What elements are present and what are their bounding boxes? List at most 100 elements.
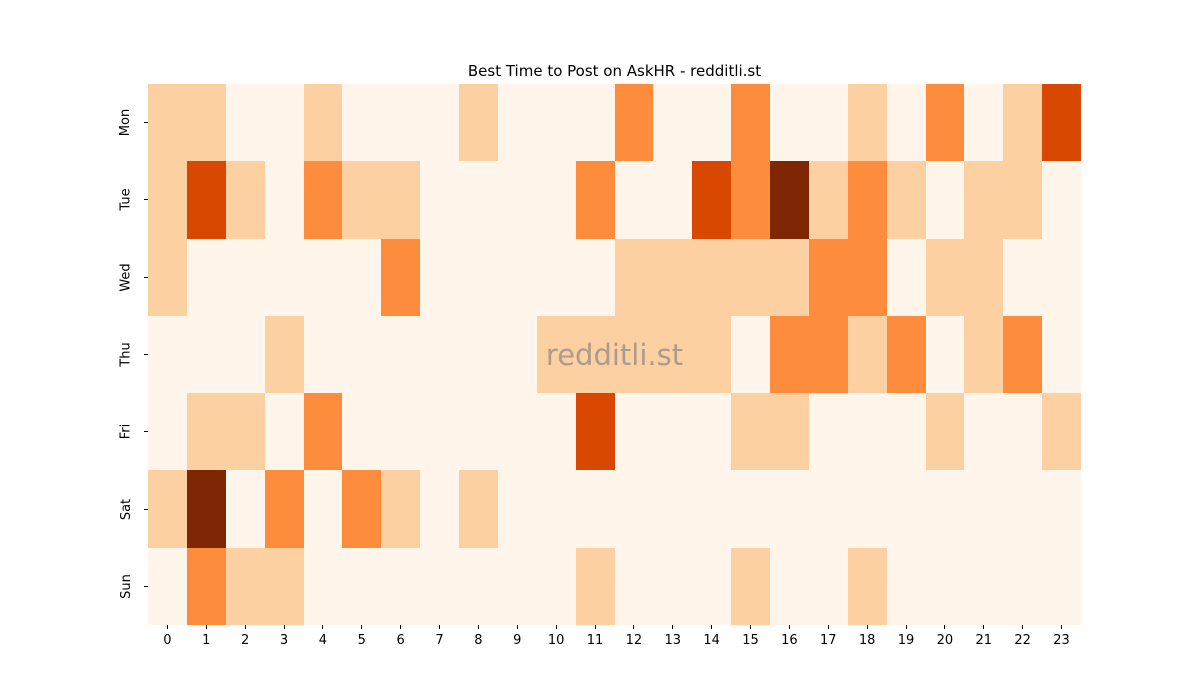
heatmap-cell xyxy=(225,315,265,394)
heatmap-cell xyxy=(575,238,615,316)
heatmap-cell xyxy=(342,84,382,162)
y-axis: Mon Tue Wed Thu Fri Sat Sun xyxy=(112,84,140,625)
heatmap-cell xyxy=(808,470,848,548)
heatmap-cell xyxy=(148,161,187,239)
heatmap-cell xyxy=(342,238,382,316)
x-tick-mark xyxy=(477,625,479,629)
heatmap-cell xyxy=(575,315,615,394)
heatmap-cell xyxy=(964,315,1004,394)
x-axis: 0 1 2 3 4 5 6 7 8 9 10 11 12 13 14 15 16 17 18 19 20 21 22 23 xyxy=(148,632,1081,650)
heatmap-cell xyxy=(459,470,498,548)
heatmap-cell xyxy=(614,161,654,239)
heatmap-cell xyxy=(1003,547,1043,625)
heatmap-cell xyxy=(536,238,576,316)
heatmap-cell xyxy=(964,84,1004,162)
heatmap-cell xyxy=(264,393,304,471)
x-tick-mark xyxy=(555,625,557,629)
heatmap-cell xyxy=(770,238,809,316)
x-tick-label: 15 xyxy=(742,633,759,648)
x-tick-mark xyxy=(516,625,518,629)
heatmap-cell xyxy=(847,238,887,316)
heatmap-cell xyxy=(925,470,965,548)
y-tick-mark xyxy=(144,508,148,510)
heatmap-cell xyxy=(264,470,304,548)
y-tick-label: Thu xyxy=(118,342,134,367)
heatmap-cell xyxy=(459,161,498,239)
x-tick-label: 17 xyxy=(820,633,837,648)
heatmap-cell xyxy=(847,315,887,394)
heatmap-cell xyxy=(692,238,732,316)
heatmap-cell xyxy=(808,547,848,625)
heatmap-cell xyxy=(614,470,654,548)
heatmap-cell xyxy=(653,238,693,316)
heatmap-cell xyxy=(342,161,382,239)
x-tick-label: 16 xyxy=(781,633,798,648)
heatmap-cell xyxy=(770,393,809,471)
x-tick-mark xyxy=(633,625,635,629)
x-tick-label: 22 xyxy=(1014,633,1031,648)
heatmap-cell xyxy=(1042,238,1081,316)
y-tick-label: Sat xyxy=(118,498,134,520)
heatmap-cell xyxy=(148,238,187,316)
heatmap-cell xyxy=(303,547,343,625)
heatmap-cell xyxy=(186,470,226,548)
heatmap-cell xyxy=(731,393,770,471)
heatmap-cell xyxy=(536,470,576,548)
heatmap-cell xyxy=(614,84,654,162)
heatmap-cell xyxy=(1003,470,1043,548)
heatmap-cell xyxy=(731,547,770,625)
y-tick-label: Tue xyxy=(118,188,134,212)
heatmap-cell xyxy=(186,315,226,394)
y-tick-mark xyxy=(144,585,148,587)
heatmap-cell xyxy=(886,161,926,239)
heatmap-cell xyxy=(497,238,537,316)
x-tick-label: 11 xyxy=(586,633,604,648)
heatmap-cell xyxy=(1042,393,1081,471)
heatmap-cell xyxy=(186,547,226,625)
x-tick-label: 4 xyxy=(318,633,328,648)
heatmap-cell xyxy=(964,161,1004,239)
heatmap-cell xyxy=(925,84,965,162)
heatmap-cell xyxy=(536,84,576,162)
heatmap-cell xyxy=(1003,315,1043,394)
heatmap-cell xyxy=(536,393,576,471)
heatmap-cell xyxy=(536,161,576,239)
heatmap-cell xyxy=(575,470,615,548)
heatmap-cell xyxy=(459,84,498,162)
heatmap-cell xyxy=(925,315,965,394)
x-tick-label: 3 xyxy=(279,633,289,648)
x-tick-mark xyxy=(711,625,713,629)
heatmap-cell xyxy=(731,84,770,162)
y-tick-label: Mon xyxy=(118,108,134,137)
heatmap-cell xyxy=(886,470,926,548)
x-tick-label: 7 xyxy=(435,633,444,648)
heatmap-cell xyxy=(1003,161,1043,239)
heatmap-cell xyxy=(303,393,343,471)
chart-title: Best Time to Post on AskHR - redditli.st xyxy=(467,62,762,80)
heatmap-cell xyxy=(264,315,304,394)
heatmap-cell xyxy=(381,315,421,394)
heatmap-cell xyxy=(264,547,304,625)
x-tick-mark xyxy=(400,625,402,629)
x-tick-mark xyxy=(672,625,674,629)
x-tick-label: 20 xyxy=(936,633,954,648)
heatmap-cell xyxy=(186,161,226,239)
heatmap-cell xyxy=(420,161,459,239)
heatmap-cell xyxy=(1042,470,1081,548)
heatmap-cell xyxy=(342,393,382,471)
x-tick-label: 18 xyxy=(858,633,876,648)
heatmap-cell xyxy=(497,84,537,162)
x-tick-label: 5 xyxy=(357,633,366,648)
heatmap-cell xyxy=(847,470,887,548)
heatmap-cell xyxy=(225,547,265,625)
heatmap-cell xyxy=(925,547,965,625)
heatmap-cell xyxy=(381,470,421,548)
heatmap-cell xyxy=(653,84,693,162)
heatmap-cell xyxy=(614,238,654,316)
x-tick-mark xyxy=(750,625,752,629)
y-tick-mark xyxy=(144,199,148,201)
heatmap-cell xyxy=(886,547,926,625)
heatmap-cell xyxy=(808,393,848,471)
heatmap-cell xyxy=(925,238,965,316)
heatmap-cell xyxy=(459,315,498,394)
